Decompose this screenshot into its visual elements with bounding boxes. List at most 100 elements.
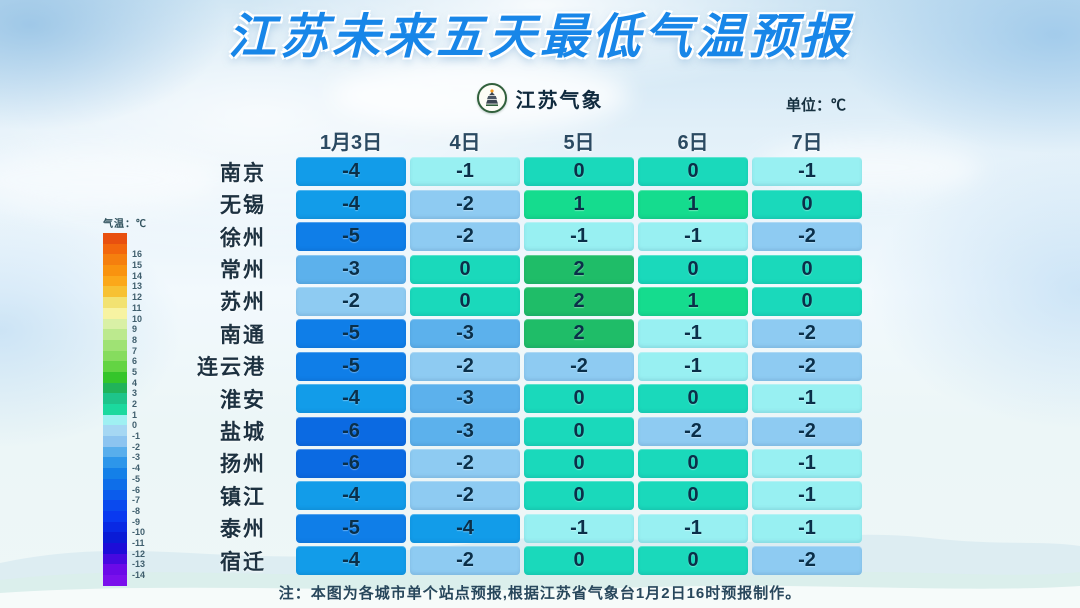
column-header-date: 6日: [677, 131, 709, 154]
temperature-cell: -4: [296, 157, 406, 187]
temperature-cell: -4: [296, 189, 406, 219]
temperature-cell: -3: [410, 319, 520, 349]
temperature-cell: -2: [752, 351, 862, 381]
legend-swatch: -13: [103, 553, 145, 569]
temperature-cell: -2: [410, 351, 520, 381]
legend-swatch: 4: [103, 371, 137, 388]
legend-tick-label: -4: [132, 463, 141, 474]
temperature-cell: -4: [296, 481, 406, 511]
page-title: 江苏未来五天最低气温预报: [227, 11, 852, 64]
legend-swatch: -8: [103, 500, 140, 516]
cloud-decoration: [0, 150, 220, 210]
temperature-cell: -1: [752, 384, 862, 414]
column-header-date: 5日: [563, 131, 595, 154]
legend-swatch: 3: [103, 382, 137, 398]
legend-swatch: 15: [103, 254, 142, 270]
temperature-cell: 0: [638, 254, 748, 284]
temperature-cell: -1: [752, 481, 862, 511]
legend-tick-label: 2: [132, 399, 138, 409]
temperature-cell: -1: [752, 157, 862, 187]
legend-color-scale: 16 15 14 13 12 11 10 9 8 7 6 5 4 3 2 1 0 -1 -2 -3 -4 -5 -6 -7 -8…: [103, 233, 147, 586]
legend-swatch: -5: [103, 468, 140, 484]
legend-swatch: 5: [103, 361, 137, 377]
temperature-cell: -2: [752, 546, 862, 576]
temperature-legend: 气温：℃ 16 15 14 13 12 11 10 9 8 7 6 5 4 3 2 1 0 -1 -2 -3 -4 -5-…: [103, 215, 147, 586]
temperature-cell: 0: [524, 384, 634, 414]
legend-tick-label: -1: [132, 431, 141, 442]
legend-tick-label: 9: [132, 324, 138, 335]
legend-swatch: 9: [103, 318, 137, 334]
temperature-cell: 0: [752, 189, 862, 219]
legend-tick-label: -8: [132, 505, 141, 516]
legend-tick-label: 12: [132, 292, 143, 303]
legend-tick-label: -14: [132, 570, 146, 580]
temperature-cell: 0: [638, 157, 748, 187]
legend-title: 气温：℃: [103, 219, 147, 230]
temperature-cell: 0: [638, 384, 748, 414]
legend-tick-label: 7: [132, 345, 138, 356]
legend-tick-label: -2: [132, 441, 141, 452]
temperature-cell: -2: [410, 448, 520, 478]
legend-swatch: 13: [103, 275, 142, 291]
legend-swatch: 8: [103, 329, 137, 345]
row-header-city: 南京: [220, 161, 266, 185]
legend-tick-label: 13: [132, 281, 143, 292]
legend-tick-label: -3: [132, 452, 141, 463]
temperature-cell: -3: [296, 254, 406, 284]
legend-swatch: -11: [103, 532, 145, 548]
legend-swatch: -10: [103, 521, 145, 537]
temperature-cell: 0: [752, 254, 862, 284]
legend-swatch: [103, 575, 127, 586]
legend-tick-label: -11: [132, 537, 145, 548]
row-header-city: 宿迁: [220, 550, 266, 574]
brand-bar: 江苏气象: [0, 83, 1080, 113]
legend-tick-label: -6: [132, 484, 141, 495]
temperature-cell: -2: [752, 319, 862, 349]
legend-swatch: 0: [103, 414, 137, 430]
temperature-cell: 0: [524, 546, 634, 576]
temperature-cell: -1: [752, 513, 862, 543]
row-header-city: 淮安: [220, 388, 266, 412]
legend-swatch: 2: [103, 393, 137, 409]
temperature-cell: 0: [752, 286, 862, 316]
temperature-cell: -1: [638, 513, 748, 543]
row-header-city: 盐城: [220, 421, 266, 445]
jiangsu-meteorology-logo-icon: [476, 83, 507, 113]
temperature-cell: 0: [410, 254, 520, 284]
temperature-cell: -3: [410, 416, 520, 446]
legend-tick-label: -12: [132, 548, 146, 559]
legend-swatch: -14: [103, 564, 145, 580]
temperature-cell: -4: [410, 513, 520, 543]
legend-tick-label: 15: [132, 260, 143, 271]
footnote: 注：本图为各城市单个站点预报,根据江苏省气象台1月2日16时预报制作。: [278, 585, 802, 602]
temperature-cell: -5: [296, 222, 406, 252]
temperature-cell: -2: [410, 189, 520, 219]
legend-tick-label: 0: [132, 420, 138, 431]
temperature-cell: 2: [524, 254, 634, 284]
temperature-cell: -2: [410, 481, 520, 511]
legend-swatch: 11: [103, 297, 142, 313]
temperature-cell: 1: [524, 189, 634, 219]
temperature-cell: -2: [524, 351, 634, 381]
row-header-city: 扬州: [220, 453, 266, 477]
temperature-cell: -1: [638, 222, 748, 252]
temperature-cell: -1: [410, 157, 520, 187]
temperature-cell: 1: [638, 189, 748, 219]
legend-swatch: -4: [103, 457, 140, 473]
temperature-cell: -5: [296, 351, 406, 381]
legend-tick-label: 14: [132, 270, 143, 281]
temperature-cell: -1: [638, 319, 748, 349]
temperature-cell: -1: [524, 513, 634, 543]
legend-swatch: -1: [103, 425, 140, 441]
row-header-city: 常州: [220, 259, 266, 283]
temperature-cell: -6: [296, 448, 406, 478]
temperature-cell: -1: [752, 448, 862, 478]
temperature-cell: -6: [296, 416, 406, 446]
temperature-cell: -1: [524, 222, 634, 252]
temperature-cell: -3: [410, 384, 520, 414]
temperature-cell: -2: [296, 286, 406, 316]
unit-label: 单位：℃: [786, 97, 847, 114]
legend-swatch: -7: [103, 489, 140, 505]
temperature-cell: -5: [296, 319, 406, 349]
temperature-cell: 1: [638, 286, 748, 316]
